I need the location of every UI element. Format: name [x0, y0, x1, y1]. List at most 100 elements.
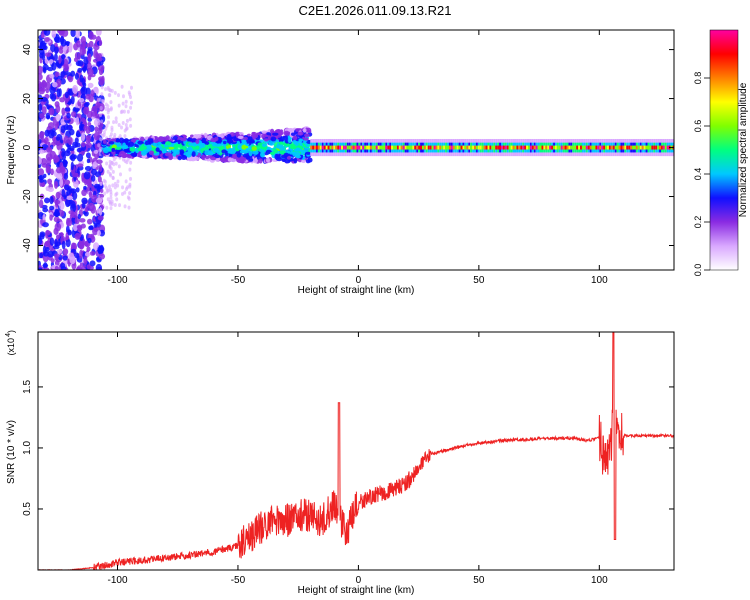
spectrogram-cell: [217, 143, 223, 147]
spectrogram-cell: [558, 145, 561, 150]
spectrogram-cell: [96, 230, 102, 236]
spectrogram-cell: [599, 145, 602, 150]
spectrogram-cell: [585, 145, 588, 150]
spectrogram-cell: [126, 109, 130, 114]
spectrogram-cell: [85, 152, 91, 159]
spectrogram-cell: [61, 151, 65, 158]
spectrogram-cell: [115, 139, 121, 143]
snr-frame: [37, 331, 675, 571]
spectrogram-cell: [319, 145, 322, 150]
spectrogram-cell: [108, 88, 112, 93]
spectrogram-cell: [99, 137, 103, 142]
spectrogram-cell: [97, 245, 104, 255]
spectrogram-cell: [78, 97, 85, 103]
spectrogram-cell: [574, 145, 577, 150]
spectrogram-cell: [54, 254, 59, 261]
x-tick-label: 100: [591, 275, 608, 286]
spectrogram-cell: [610, 145, 613, 150]
spectrogram-cell: [329, 145, 332, 150]
spectrogram-cell: [253, 158, 258, 164]
spectrogram-cell: [45, 81, 51, 90]
snr-y-scale-exp: 4: [5, 333, 12, 337]
spectrogram-cell: [117, 164, 121, 169]
spectrogram-cell: [129, 105, 133, 110]
spectrogram-cell: [110, 160, 114, 165]
spectrogram-cell: [468, 145, 471, 150]
spectrogram-cell: [47, 122, 55, 130]
spectrogram-cell: [39, 178, 44, 183]
spectrogram-cell: [77, 52, 81, 61]
spectrogram-cell: [60, 35, 65, 45]
spectrogram-cell: [61, 53, 66, 60]
spectrogram-cell: [551, 145, 554, 150]
spectrogram-cell: [115, 197, 119, 202]
spectrogram-cell: [241, 144, 247, 150]
spectrogram-cell: [616, 145, 619, 150]
spectrogram-cell: [81, 197, 88, 205]
spectrogram-cell: [140, 136, 145, 142]
spectrogram-cell: [452, 145, 455, 150]
spectrogram-cell: [195, 139, 200, 144]
spectrogram-cell: [187, 142, 194, 146]
spectrogram-cell: [55, 191, 61, 199]
spectrogram-cell: [237, 144, 243, 150]
spectrogram-cell: [283, 130, 291, 136]
spectrogram-cell: [645, 145, 648, 150]
spectrogram-cell: [533, 145, 536, 150]
y-tick-label: -40: [22, 238, 33, 253]
spectrogram-cell: [75, 266, 81, 270]
spectrogram-cell: [593, 145, 596, 150]
spectrogram-cell: [109, 206, 113, 211]
spectrogram-cell: [100, 85, 104, 90]
spectrogram-cell: [38, 156, 42, 165]
spectrogram-cell: [83, 56, 89, 66]
spectrogram-cells: [38, 30, 674, 270]
spectrogram-cell: [293, 157, 298, 164]
spectrogram-cell: [208, 150, 214, 155]
snr-y-ticks: 0.5 1.0 1.5: [22, 380, 674, 516]
spectrogram-cell: [597, 145, 600, 150]
spectrogram-cell: [580, 145, 582, 150]
spectrogram-cell: [375, 145, 378, 150]
spectrogram-cell: [307, 157, 313, 163]
spectrogram-cell: [147, 138, 154, 142]
spectrogram-cell: [71, 191, 78, 201]
spectrogram-cell: [84, 252, 91, 257]
spectrogram-cell: [325, 145, 328, 150]
spectrogram-cell: [56, 234, 61, 240]
spectrogram-cell: [54, 155, 60, 163]
spectrogram-cell: [54, 71, 60, 78]
spectrogram-cell: [124, 179, 128, 184]
colorbar-label: Normalized spectral amplitude: [738, 82, 749, 217]
spectrogram-cell: [472, 145, 475, 150]
spectrogram-cell: [252, 150, 259, 155]
spectrogram-cell: [655, 145, 658, 150]
spectrogram-cell: [387, 145, 390, 150]
spectrogram-cell: [58, 55, 62, 64]
spectrogram-cell: [153, 139, 159, 144]
spectrogram-cell: [63, 64, 70, 72]
spectrogram-cell: [148, 150, 154, 156]
spectrogram-cell: [38, 149, 45, 154]
spectrogram-cell: [314, 145, 317, 150]
spectrogram-cell: [653, 145, 656, 150]
spectrogram-cell: [128, 167, 132, 172]
spectrogram-cell: [608, 145, 611, 150]
spectrogram-cell: [49, 205, 55, 211]
spectrogram-cell: [450, 145, 453, 150]
spectrogram-cell: [45, 165, 50, 174]
spectrogram-cell: [491, 145, 494, 150]
spectrogram-cell: [431, 145, 434, 150]
spectrogram-cell: [79, 262, 84, 267]
spectrogram-cell: [104, 102, 108, 107]
spectrogram-cell: [368, 145, 370, 150]
spectrogram-cell: [522, 145, 525, 150]
spectrogram-cell: [222, 140, 227, 145]
spectrogram-cell: [466, 145, 469, 150]
spectrogram-cell: [601, 145, 604, 150]
spectrogram-cell: [241, 140, 247, 145]
spectrogram-cell: [662, 145, 665, 150]
y-tick-label: 40: [22, 44, 33, 56]
spectrogram-cell: [126, 185, 130, 190]
spectrogram-cell: [50, 168, 54, 176]
